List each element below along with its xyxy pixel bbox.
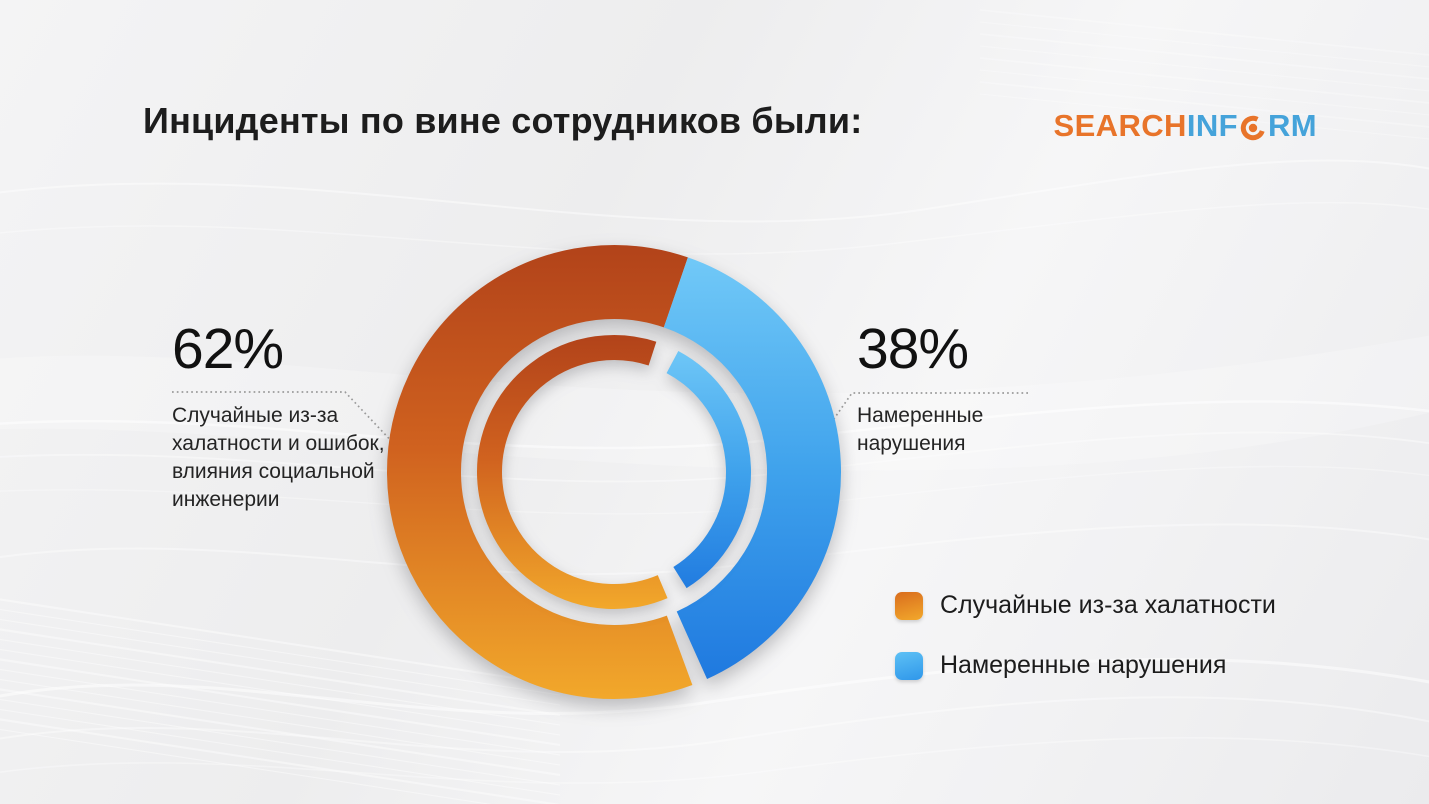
percent-intentional: 38% [857,317,969,381]
callout-accidental: 62% Случайные из-за халатности и ошибок,… [172,320,407,514]
legend-label-intentional: Намеренные нарушения [940,651,1227,679]
callout-connector-left [172,391,398,448]
label-accidental: Случайные из-за халатности и ошибок, вли… [172,404,385,511]
chart-legend: Случайные из-за халатности Намеренные на… [895,591,1276,680]
legend-label-accidental: Случайные из-за халатности [940,591,1276,619]
legend-swatch-accidental [895,591,923,620]
label-intentional: Намеренные нарушения [857,404,984,455]
callout-connector-right [821,392,1028,437]
page-title: Инциденты по вине сотрудников были: [143,100,863,141]
logo-target-o-icon [1240,115,1266,141]
donut-inner-segment-intentional [666,351,751,589]
logo-text-inf: INF [1186,108,1238,143]
donut-outer-segment-accidental[interactable] [387,245,693,699]
donut-inner-segment-accidental [477,335,668,609]
logo-text-search: SEARCH [1053,108,1187,143]
percent-accidental: 62% [172,317,284,381]
legend-item-accidental[interactable]: Случайные из-за халатности [895,591,1276,620]
searchinform-logo: SEARCH INF RM [1054,108,1317,144]
logo-text-rm: RM [1267,108,1317,143]
legend-swatch-intentional [895,651,923,680]
callout-intentional: 38% Намеренные нарушения [857,320,1107,458]
legend-item-intentional[interactable]: Намеренные нарушения [895,651,1276,680]
donut-outer-segment-intentional[interactable] [663,257,841,680]
